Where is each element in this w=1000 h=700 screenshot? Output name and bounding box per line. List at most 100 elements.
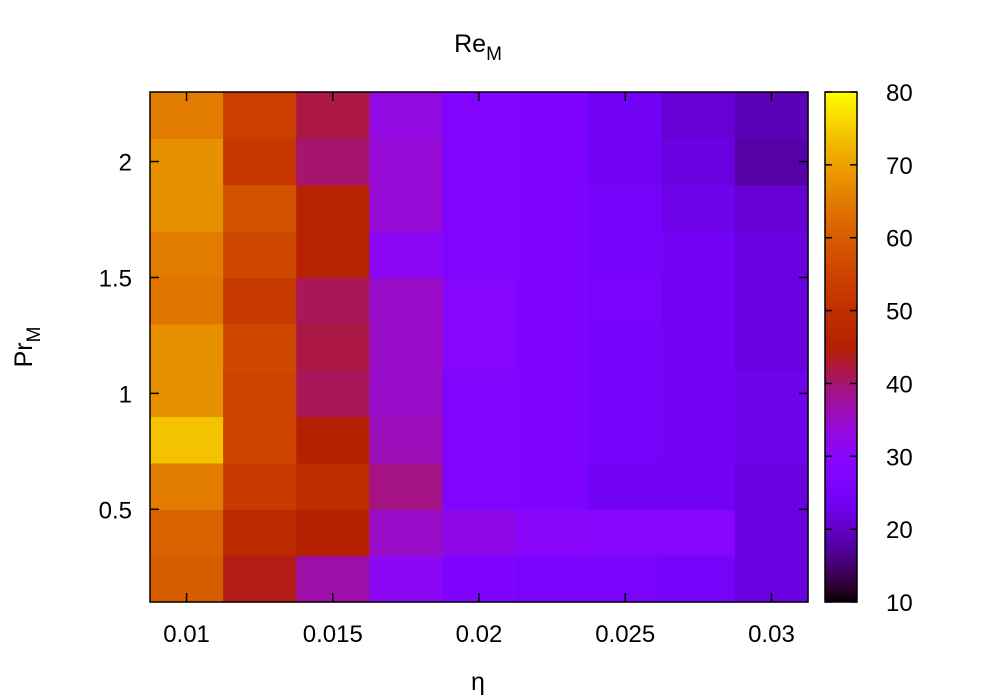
heatmap-cell	[442, 462, 517, 510]
y-tick-label: 1.5	[99, 265, 132, 292]
heatmap-cell	[588, 277, 663, 325]
heatmap-cell	[515, 92, 590, 139]
heatmap-cell	[223, 462, 297, 510]
heatmap-cell	[442, 509, 517, 557]
heatmap-cell	[515, 509, 590, 557]
heatmap-cell	[734, 231, 809, 279]
heatmap-cell	[150, 416, 224, 464]
heatmap-cell	[661, 509, 736, 557]
heatmap-cell	[296, 416, 370, 464]
x-tick-label: 0.015	[303, 621, 363, 648]
heatmap-cell	[369, 92, 444, 139]
heatmap-cell	[588, 509, 663, 557]
heatmap-cell	[296, 370, 370, 418]
heatmap-cell	[734, 277, 809, 325]
colorbar-axis: 10 20 30 40 50 60 70 80	[825, 80, 913, 617]
heatmap-cell	[588, 462, 663, 510]
heatmap-cell	[588, 370, 663, 418]
heatmap-cell	[661, 323, 736, 371]
heatmap-cell	[661, 277, 736, 325]
heatmap-cell	[734, 370, 809, 418]
heatmap-cell	[442, 138, 517, 186]
heatmap-cell	[369, 509, 444, 557]
colorbar-tick-label: 50	[886, 299, 913, 326]
heatmap-cell	[734, 184, 809, 232]
heatmap-cell	[661, 555, 736, 603]
heatmap-cell	[369, 555, 444, 603]
colorbar-tick-label: 80	[886, 80, 913, 107]
colorbar-tick-label: 40	[886, 371, 913, 398]
heatmap-cell	[150, 462, 224, 510]
chart-title: ReM	[454, 30, 502, 65]
x-tick-label: 0.025	[595, 621, 655, 648]
heatmap-cell	[150, 323, 224, 371]
heatmap-cell	[515, 323, 590, 371]
y-tick-label: 0.5	[99, 497, 132, 524]
heatmap-cell	[296, 184, 370, 232]
heatmap-cell	[150, 231, 224, 279]
heatmap-cell	[369, 416, 444, 464]
heatmap-cell	[661, 370, 736, 418]
heatmap-cell	[223, 370, 297, 418]
heatmap-cell	[442, 184, 517, 232]
colorbar-tick-label: 20	[886, 517, 913, 544]
heatmap-cell	[223, 416, 297, 464]
heatmap-cell	[515, 138, 590, 186]
heatmap-cell	[223, 555, 297, 603]
heatmap-cell	[515, 462, 590, 510]
colorbar	[824, 91, 858, 603]
heatmap-cell	[150, 509, 224, 557]
heatmap-cell	[442, 277, 517, 325]
heatmap-cell	[150, 184, 224, 232]
heatmap-cell	[150, 370, 224, 418]
heatmap-cell	[369, 231, 444, 279]
heatmap-cell	[515, 416, 590, 464]
y-tick-label: 1	[119, 381, 132, 408]
heatmap-cell	[661, 92, 736, 139]
heatmap-cell	[588, 416, 663, 464]
heatmap-cell	[296, 509, 370, 557]
heatmap-cell	[223, 138, 297, 186]
heatmap-cell	[734, 462, 809, 510]
heatmap-cell	[369, 138, 444, 186]
colorbar-tick-label: 10	[886, 590, 913, 617]
heatmap-cell	[150, 138, 224, 186]
heatmap-cell	[515, 555, 590, 603]
heatmap-cell	[661, 184, 736, 232]
x-axis: 0.01 0.015 0.02 0.025 0.03	[163, 92, 795, 648]
heatmap-cell	[369, 370, 444, 418]
heatmap-cell	[734, 509, 809, 557]
heatmap-cell	[515, 184, 590, 232]
x-axis-label: η	[471, 668, 485, 696]
y-tick-label: 2	[119, 150, 132, 177]
heatmap-cell	[442, 370, 517, 418]
heatmap-cell	[515, 231, 590, 279]
heatmap-cells	[150, 92, 809, 603]
heatmap-cell	[661, 462, 736, 510]
colorbar-tick-label: 30	[886, 444, 913, 471]
colorbar-tick-label: 60	[886, 226, 913, 253]
heatmap-cell	[515, 277, 590, 325]
heatmap-cell	[661, 231, 736, 279]
x-tick-label: 0.02	[456, 621, 503, 648]
heatmap-cell	[369, 462, 444, 510]
heatmap-cell	[223, 509, 297, 557]
heatmap-cell	[734, 416, 809, 464]
x-tick-label: 0.01	[163, 621, 210, 648]
heatmap-cell	[296, 277, 370, 325]
heatmap-cell	[296, 138, 370, 186]
heatmap-cell	[296, 231, 370, 279]
heatmap-cell	[223, 92, 297, 139]
heatmap-cell	[150, 277, 224, 325]
heatmap-cell	[661, 138, 736, 186]
heatmap-cell	[588, 231, 663, 279]
heatmap-cell	[734, 138, 809, 186]
heatmap-cell	[442, 231, 517, 279]
y-axis-label: PrM	[10, 327, 45, 368]
heatmap-cell	[369, 323, 444, 371]
heatmap-cell	[661, 416, 736, 464]
heatmap-cell	[369, 184, 444, 232]
y-axis: 0.5 1 1.5 2	[99, 150, 808, 524]
heatmap-cell	[588, 323, 663, 371]
